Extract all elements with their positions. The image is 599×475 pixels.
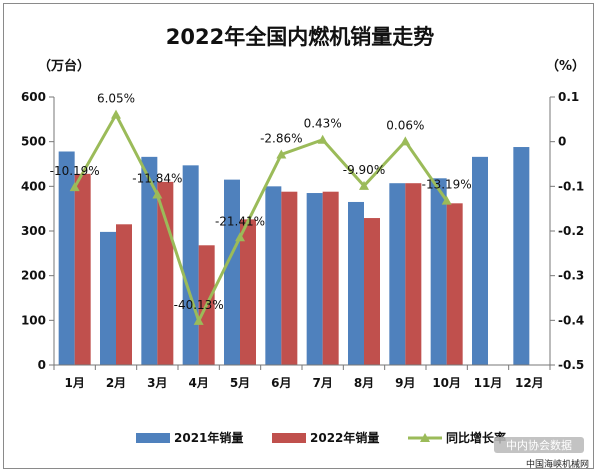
growth-point-2: [111, 109, 121, 119]
growth-rate-line: [73, 111, 448, 325]
growth-point-9: [400, 136, 411, 146]
bar-2022-6: [281, 191, 298, 365]
watermark-badge: [494, 437, 584, 453]
growth-label-3: -11.84%: [132, 172, 182, 186]
bar-2021-5: [224, 179, 240, 365]
x-tick-label-6: 6月: [271, 376, 291, 390]
growth-label-10: -13.19%: [422, 178, 472, 192]
legend-item-2-label: 2022年销量: [310, 430, 379, 445]
growth-point-8: [359, 180, 369, 190]
bar-2021-9: [389, 183, 406, 365]
right-tick-label: 0: [558, 135, 566, 149]
bar-2021-7: [306, 193, 323, 365]
bar-2021-11: [472, 156, 488, 365]
x-tick-label-1: 1月: [64, 376, 84, 390]
growth-point-5: [235, 232, 245, 242]
legend-item-1-swatch: [136, 433, 170, 443]
bar-2021-10: [430, 178, 447, 365]
data-labels-layer: -10.19%6.05%-11.84%-40.13%-21.41%-2.86%0…: [50, 92, 472, 312]
x-tick-label-8: 8月: [354, 376, 374, 390]
bar-2021-4: [182, 165, 199, 365]
growth-label-7: 0.43%: [304, 117, 342, 131]
x-tick-label-5: 5月: [230, 376, 250, 390]
x-tick-label-10: 10月: [432, 376, 461, 390]
left-tick-label: 200: [21, 269, 46, 283]
chart-frame: 2022年全国内燃机销量走势 （万台） （%） 0 100 200 300 400 500…: [3, 3, 594, 470]
bar-2022-7: [322, 191, 339, 365]
bar-2022-5: [240, 219, 256, 365]
bar-2022-8: [364, 218, 380, 365]
left-tick-label: 0: [38, 358, 46, 372]
growth-label-2: 6.05%: [97, 92, 135, 106]
bar-2021-1: [58, 151, 75, 365]
bar-2021-2: [100, 231, 116, 365]
right-axis-unit: （%）: [546, 58, 585, 74]
bar-2022-3: [157, 181, 174, 365]
bar-2022-10: [446, 203, 463, 365]
sales-trend-chart: 2022年全国内燃机销量走势 （万台） （%） 0 100 200 300 400 500…: [21, 25, 589, 470]
right-tick-label: -0.5: [558, 358, 584, 372]
bar-2021-8: [348, 201, 364, 365]
x-tick-label-9: 9月: [395, 376, 415, 390]
growth-point-7: [317, 134, 328, 144]
growth-label-5: -21.41%: [215, 214, 265, 228]
bar-2021-3: [141, 156, 158, 365]
x-tick-label-7: 7月: [312, 376, 332, 390]
bars-layer: [58, 147, 530, 365]
legend: 2021年销量 2022年销量 同比增长率: [136, 430, 506, 445]
left-tick-label: 300: [21, 224, 46, 238]
growth-label-8: -9.90%: [343, 163, 385, 177]
growth-label-1: -10.19%: [50, 164, 100, 178]
right-tick-label: -0.1: [558, 179, 584, 193]
legend-item-2-swatch: [272, 433, 306, 443]
right-tick-label: -0.2: [558, 224, 584, 238]
growth-point-4: [193, 315, 204, 325]
left-tick-label: 500: [21, 135, 46, 149]
x-tick-label-11: 11月: [474, 376, 503, 390]
growth-point-1: [69, 182, 80, 192]
left-axis-unit: （万台）: [38, 58, 90, 74]
x-tick-label-12: 12月: [515, 376, 544, 390]
bar-2022-9: [405, 183, 422, 365]
growth-label-4: -40.13%: [174, 298, 224, 312]
growth-label-6: -2.86%: [260, 131, 302, 145]
growth-point-3: [152, 189, 163, 199]
bar-2022-1: [74, 173, 91, 365]
growth-point-6: [276, 149, 287, 159]
legend-item-3-label: 同比增长率: [446, 430, 506, 445]
growth-line-layer: [69, 109, 452, 325]
legend-item-1-label: 2021年销量: [174, 430, 243, 445]
right-tick-label: -0.3: [558, 269, 584, 283]
bar-2021-6: [265, 186, 282, 365]
x-tick-label-3: 3月: [147, 376, 167, 390]
growth-point-10: [441, 195, 452, 205]
x-tick-label-2: 2月: [106, 376, 126, 390]
watermark: 中内协会数据: [494, 437, 584, 453]
left-tick-label: 600: [21, 90, 46, 104]
x-tick-label-4: 4月: [188, 376, 208, 390]
bar-2022-2: [116, 224, 132, 365]
left-tick-label: 100: [21, 313, 46, 327]
legend-item-3-marker: [420, 433, 430, 442]
source-text: 中国海峡机械网: [526, 458, 589, 470]
right-tick-label: 0.1: [558, 90, 579, 104]
watermark-text: 中内协会数据: [506, 438, 572, 452]
growth-label-9: 0.06%: [386, 118, 424, 132]
bar-2021-12: [513, 147, 530, 365]
right-tick-label: -0.4: [558, 313, 584, 327]
chart-title: 2022年全国内燃机销量走势: [166, 25, 434, 49]
left-tick-label: 400: [21, 179, 46, 193]
axes-layer: 0 100 200 300 400 500 600 -0.5 -0.4 -0.3 -0.2 -0.1 0…: [21, 90, 584, 390]
